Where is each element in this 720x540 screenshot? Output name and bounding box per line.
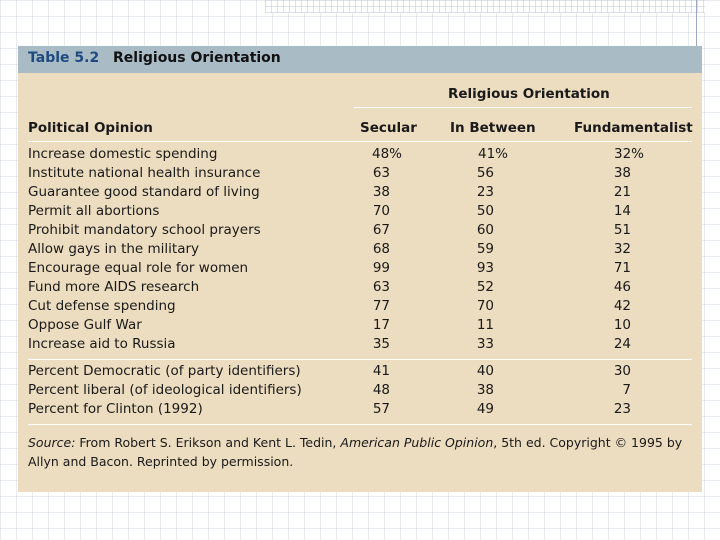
cell-fundamentalist: 30 (613, 363, 631, 379)
group-header: Religious Orientation (448, 86, 610, 102)
cell-fundamentalist: 32% (613, 146, 644, 162)
data-table: Table 5.2 Religious Orientation Religiou… (18, 46, 702, 492)
cell-secular: 41 (372, 363, 390, 379)
source-note: Source: From Robert S. Erikson and Kent … (28, 433, 694, 471)
column-header-rule (28, 141, 692, 142)
cell-in-between: 33 (476, 336, 494, 352)
cell-fundamentalist: 51 (613, 222, 631, 238)
cell-in-between: 49 (476, 401, 494, 417)
column-header-in-between: In Between (450, 120, 536, 136)
cell-secular: 70 (372, 203, 390, 219)
row-label: Institute national health insurance (28, 165, 261, 181)
cell-fundamentalist: 46 (613, 279, 631, 295)
decorative-vertical-line (696, 0, 697, 46)
group-header-rule (354, 107, 692, 108)
cell-in-between: 59 (476, 241, 494, 257)
cell-in-between: 11 (476, 317, 494, 333)
cell-secular: 99 (372, 260, 390, 276)
cell-secular: 77 (372, 298, 390, 314)
cell-secular: 38 (372, 184, 390, 200)
column-header-secular: Secular (360, 120, 417, 136)
cell-secular: 48% (371, 146, 402, 162)
cell-secular: 63 (372, 279, 390, 295)
source-prefix: Source: (28, 435, 76, 450)
cell-fundamentalist: 71 (613, 260, 631, 276)
cell-in-between: 23 (476, 184, 494, 200)
cell-in-between: 60 (476, 222, 494, 238)
cell-secular: 63 (372, 165, 390, 181)
cell-in-between: 93 (476, 260, 494, 276)
summary-divider-rule (28, 359, 692, 360)
cell-fundamentalist: 24 (613, 336, 631, 352)
decorative-pattern-bar (265, 0, 705, 13)
source-book-title: American Public Opinion (340, 435, 494, 450)
table-number: Table 5.2 (28, 50, 100, 66)
table-header-band: Table 5.2 Religious Orientation (18, 46, 702, 73)
cell-fundamentalist: 14 (613, 203, 631, 219)
row-label: Percent liberal (of ideological identifi… (28, 382, 302, 398)
cell-in-between: 40 (476, 363, 494, 379)
cell-in-between: 56 (476, 165, 494, 181)
table-title: Religious Orientation (113, 50, 281, 66)
source-divider-rule (28, 424, 692, 425)
row-label: Percent Democratic (of party identifiers… (28, 363, 301, 379)
row-label: Oppose Gulf War (28, 317, 142, 333)
row-label: Fund more AIDS research (28, 279, 200, 295)
cell-secular: 68 (372, 241, 390, 257)
cell-fundamentalist: 42 (613, 298, 631, 314)
cell-fundamentalist: 10 (613, 317, 631, 333)
cell-fundamentalist: 32 (613, 241, 631, 257)
cell-fundamentalist: 21 (613, 184, 631, 200)
cell-in-between: 38 (476, 382, 494, 398)
cell-secular: 57 (372, 401, 390, 417)
column-header-opinion: Political Opinion (28, 120, 153, 136)
cell-secular: 35 (372, 336, 390, 352)
row-label: Cut defense spending (28, 298, 176, 314)
row-label: Permit all abortions (28, 203, 160, 219)
row-label: Guarantee good standard of living (28, 184, 260, 200)
source-text-2: , 5th ed. Copyright © 1995 by Allyn and … (28, 435, 683, 469)
cell-fundamentalist: 7 (622, 382, 631, 398)
cell-in-between: 41% (477, 146, 508, 162)
source-text-1: From Robert S. Erikson and Kent L. Tedin… (75, 435, 341, 450)
row-label: Prohibit mandatory school prayers (28, 222, 261, 238)
row-label: Percent for Clinton (1992) (28, 401, 203, 417)
row-label: Increase aid to Russia (28, 336, 176, 352)
cell-fundamentalist: 38 (613, 165, 631, 181)
cell-fundamentalist: 23 (613, 401, 631, 417)
cell-in-between: 70 (476, 298, 494, 314)
row-label: Increase domestic spending (28, 146, 218, 162)
column-header-fundamentalist: Fundamentalist (574, 120, 693, 136)
cell-in-between: 50 (476, 203, 494, 219)
row-label: Allow gays in the military (28, 241, 200, 257)
cell-in-between: 52 (476, 279, 494, 295)
cell-secular: 48 (372, 382, 390, 398)
row-label: Encourage equal role for women (28, 260, 249, 276)
cell-secular: 67 (372, 222, 390, 238)
cell-secular: 17 (372, 317, 390, 333)
